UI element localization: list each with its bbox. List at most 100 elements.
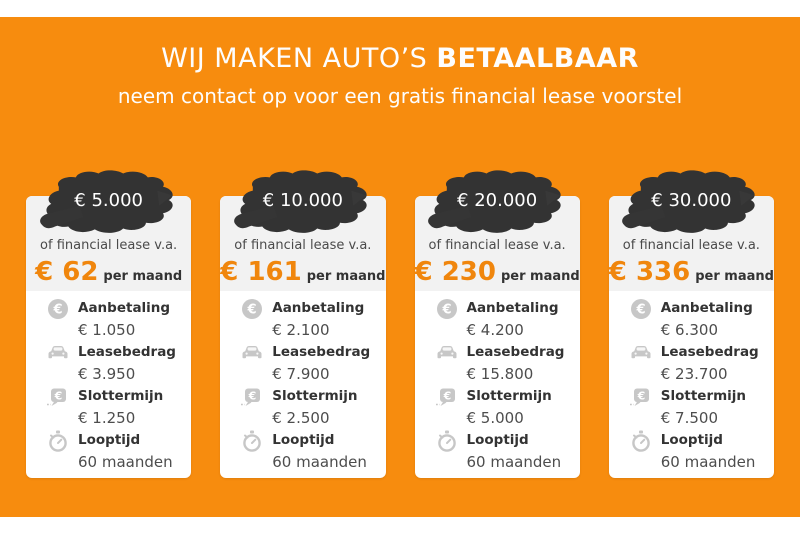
badge-amount: € 5.000 bbox=[74, 190, 143, 211]
spec-row: Aanbetaling € 4.200 bbox=[435, 297, 572, 341]
spec-value: € 2.100 bbox=[272, 321, 330, 339]
spec-value: € 3.950 bbox=[78, 365, 136, 383]
spec-value: € 23.700 bbox=[660, 365, 728, 383]
spec-row: Leasebedrag € 23.700 bbox=[629, 341, 766, 385]
pricing-cards-row: € 5.000 of financial lease v.a. € 62 per … bbox=[26, 170, 774, 478]
monthly-price: € 161 bbox=[220, 257, 302, 287]
price-bubble-icon bbox=[434, 387, 456, 407]
spec-row: Slottermijn € 5.000 bbox=[434, 385, 572, 429]
price-suffix: per maand bbox=[103, 269, 183, 284]
price-bubble-icon bbox=[240, 387, 261, 407]
spec-value: € 4.200 bbox=[466, 321, 524, 339]
price-bubble-icon bbox=[46, 387, 67, 407]
spec-label: Looptijd bbox=[272, 432, 335, 448]
badge-amount: € 10.000 bbox=[262, 190, 343, 211]
badge-amount: € 30.000 bbox=[651, 190, 732, 211]
spec-row: Aanbetaling € 2.100 bbox=[240, 297, 377, 341]
badge-amount: € 20.000 bbox=[457, 190, 538, 211]
stopwatch-icon bbox=[243, 429, 262, 452]
car-icon bbox=[242, 346, 262, 359]
lease-card-30000: € 30.000 of financial lease v.a. € 336 pe… bbox=[608, 170, 774, 478]
spec-rows: Aanbetaling € 6.300 Leasebedrag € 23.700 S… bbox=[609, 291, 774, 473]
lease-card-10000: € 10.000 of financial lease v.a. € 161 pe… bbox=[220, 170, 386, 478]
price-suffix: per maand bbox=[500, 269, 580, 284]
spec-row: Leasebedrag € 15.800 bbox=[435, 341, 572, 385]
spec-label: Leasebedrag bbox=[272, 344, 371, 360]
title-bold: BETAALBAAR bbox=[436, 43, 639, 74]
spec-value: 60 maanden bbox=[660, 453, 756, 471]
stopwatch-icon bbox=[437, 429, 456, 452]
spec-value: € 1.050 bbox=[78, 321, 136, 339]
spec-label: Leasebedrag bbox=[78, 344, 176, 360]
spec-value: 60 maanden bbox=[466, 453, 562, 471]
price-badge: € 5.000 bbox=[38, 168, 180, 234]
page-title: WIJ MAKEN AUTO’S BETAALBAAR bbox=[0, 43, 800, 75]
spec-label: Leasebedrag bbox=[466, 344, 565, 360]
spec-label: Aanbetaling bbox=[466, 300, 559, 316]
price-line: € 62 per maand bbox=[26, 257, 191, 287]
sub-label: of financial lease v.a. bbox=[428, 238, 566, 253]
spec-value: € 15.800 bbox=[466, 365, 534, 383]
spec-value: € 7.500 bbox=[660, 409, 719, 427]
car-icon bbox=[631, 346, 651, 359]
price-suffix: per maand bbox=[306, 269, 386, 284]
sub-label: of financial lease v.a. bbox=[622, 238, 760, 253]
price-line: € 336 per maand bbox=[609, 257, 774, 287]
spec-label: Slottermijn bbox=[272, 388, 358, 404]
monthly-price: € 62 bbox=[35, 257, 99, 287]
monthly-price: € 336 bbox=[608, 257, 691, 287]
card-price-header: of financial lease v.a. € 230 per maand bbox=[414, 196, 580, 291]
card-price-header: of financial lease v.a. € 161 per maand bbox=[220, 196, 386, 291]
header: WIJ MAKEN AUTO’S BETAALBAAR neem contact… bbox=[0, 17, 800, 108]
spec-label: Leasebedrag bbox=[660, 344, 759, 360]
spec-label: Looptijd bbox=[78, 432, 141, 448]
car-icon bbox=[48, 346, 68, 359]
lease-card-5000: € 5.000 of financial lease v.a. € 62 per … bbox=[26, 170, 192, 478]
title-regular: WIJ MAKEN AUTO’S bbox=[161, 43, 437, 74]
euro-coin-icon bbox=[48, 299, 68, 319]
spec-value: 60 maanden bbox=[272, 453, 367, 471]
price-suffix: per maand bbox=[695, 269, 774, 284]
spec-value: € 6.300 bbox=[660, 321, 719, 339]
spec-label: Looptijd bbox=[466, 432, 529, 448]
car-icon bbox=[437, 346, 456, 359]
spec-label: Aanbetaling bbox=[272, 300, 365, 316]
spec-label: Aanbetaling bbox=[660, 300, 753, 316]
spec-row: Slottermijn € 2.500 bbox=[240, 385, 377, 429]
spec-value: 60 maanden bbox=[78, 453, 173, 471]
sub-label: of financial lease v.a. bbox=[234, 238, 372, 253]
euro-coin-icon bbox=[436, 299, 457, 319]
price-bubble-icon bbox=[629, 387, 650, 407]
price-line: € 161 per maand bbox=[220, 257, 385, 287]
spec-label: Slottermijn bbox=[466, 388, 552, 404]
spec-row: Leasebedrag € 3.950 bbox=[46, 341, 183, 385]
stopwatch-icon bbox=[49, 429, 67, 452]
monthly-price: € 230 bbox=[414, 257, 496, 287]
spec-value: € 5.000 bbox=[466, 409, 524, 427]
orange-background: WIJ MAKEN AUTO’S BETAALBAAR neem contact… bbox=[0, 17, 800, 517]
price-badge: € 30.000 bbox=[620, 168, 762, 234]
spec-label: Slottermijn bbox=[660, 388, 747, 404]
spec-row: Looptijd 60 maanden bbox=[240, 429, 377, 473]
price-line: € 230 per maand bbox=[415, 257, 580, 287]
page-subtitle: neem contact op voor een gratis financia… bbox=[117, 84, 683, 108]
spec-label: Aanbetaling bbox=[78, 300, 171, 316]
euro-coin-icon bbox=[630, 299, 651, 319]
spec-row: Slottermijn € 7.500 bbox=[629, 385, 766, 429]
spec-row: Looptijd 60 maanden bbox=[46, 429, 183, 473]
lease-card-20000: € 20.000 of financial lease v.a. € 230 pe… bbox=[414, 170, 580, 478]
spec-row: Looptijd 60 maanden bbox=[629, 429, 766, 473]
stopwatch-icon bbox=[631, 429, 650, 452]
sub-label: of financial lease v.a. bbox=[40, 238, 178, 253]
spec-rows: Aanbetaling € 1.050 Leasebedrag € 3.950 Sl… bbox=[26, 291, 191, 473]
spec-row: Leasebedrag € 7.900 bbox=[240, 341, 377, 385]
spec-rows: Aanbetaling € 2.100 Leasebedrag € 7.900 Sl… bbox=[220, 291, 385, 473]
price-badge: € 10.000 bbox=[232, 168, 374, 234]
euro-coin-icon bbox=[242, 299, 263, 319]
price-badge: € 20.000 bbox=[426, 168, 568, 234]
spec-row: Looptijd 60 maanden bbox=[435, 429, 572, 473]
spec-value: € 1.250 bbox=[78, 409, 136, 427]
spec-row: Aanbetaling € 6.300 bbox=[629, 297, 766, 341]
spec-row: Slottermijn € 1.250 bbox=[46, 385, 183, 429]
